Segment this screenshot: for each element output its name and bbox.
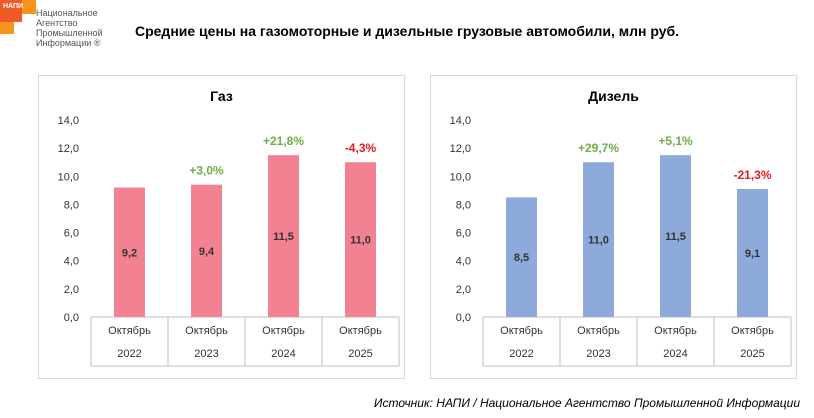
bar bbox=[506, 197, 537, 317]
bar bbox=[660, 155, 691, 317]
y-tick-label: 2,0 bbox=[64, 284, 79, 296]
y-tick-label: 12,0 bbox=[58, 143, 79, 155]
logo-name-line: Информации ® bbox=[36, 38, 101, 48]
y-tick-label: 14,0 bbox=[58, 115, 79, 127]
bar-value-label: 11,0 bbox=[588, 235, 609, 247]
y-tick-label: 10,0 bbox=[58, 171, 79, 183]
bar bbox=[191, 184, 222, 317]
y-tick-label: 0,0 bbox=[64, 312, 79, 324]
y-tick-label: 6,0 bbox=[456, 228, 471, 240]
x-tick-label-year: 2023 bbox=[194, 348, 218, 360]
y-tick-label: 8,0 bbox=[64, 199, 79, 211]
diesel-bar-chart: 0,0 2,0 4,0 6,0 8,0 10,0 12,0 14,0 8,5 Октябрь 202… bbox=[450, 115, 792, 367]
chart-title: Газ bbox=[210, 88, 233, 104]
bar-value-label: 9,1 bbox=[745, 248, 760, 260]
logo-name-line: Национальное bbox=[36, 8, 98, 18]
logo-name-line: Агентство bbox=[36, 18, 78, 28]
y-tick-label: 14,0 bbox=[450, 115, 471, 127]
diesel-chart-panel: Дизель 0,0 2,0 4,0 6,0 8,0 10,0 12,0 14,0 8,5 Окт… bbox=[430, 75, 797, 379]
x-tick-label-month: Октябрь bbox=[500, 325, 543, 337]
y-tick-label: 4,0 bbox=[64, 256, 79, 268]
bar-value-label: 9,2 bbox=[122, 247, 137, 259]
logo-name: Национальное Агентство Промышленной Инфо… bbox=[36, 8, 103, 48]
x-tick-label-month: Октябрь bbox=[262, 325, 305, 337]
x-tick-label-month: Октябрь bbox=[108, 325, 151, 337]
source-note: Источник: НАПИ / Национальное Агентство … bbox=[373, 396, 800, 410]
bar bbox=[583, 162, 614, 317]
x-tick-label-year: 2025 bbox=[348, 348, 372, 360]
gas-chart-panel: Газ 0,0 2,0 4,0 6,0 8,0 10,0 12,0 14,0 9,2 Октябр… bbox=[38, 75, 405, 379]
logo-name-line: Промышленной bbox=[36, 28, 103, 38]
bar-value-label: 11,5 bbox=[665, 231, 686, 243]
change-label: +3,0% bbox=[189, 164, 224, 178]
chart-title: Дизель bbox=[588, 88, 639, 104]
change-label: -4,3% bbox=[345, 141, 377, 155]
page-title: Средние цены на газомоторные и дизельные… bbox=[134, 23, 680, 39]
bar bbox=[345, 162, 376, 317]
bar-value-label: 11,0 bbox=[350, 235, 371, 247]
bar-value-label: 8,5 bbox=[514, 252, 529, 264]
x-tick-label-year: 2025 bbox=[740, 348, 764, 360]
napi-logo: НАПИ Национальное Агентство Промышленной… bbox=[0, 0, 103, 56]
y-tick-label: 4,0 bbox=[456, 256, 471, 268]
y-tick-label: 8,0 bbox=[456, 199, 471, 211]
y-tick-label: 12,0 bbox=[450, 143, 471, 155]
y-tick-label: 0,0 bbox=[456, 312, 471, 324]
bar-value-label: 11,5 bbox=[273, 231, 294, 243]
logo-abbreviation: НАПИ bbox=[3, 3, 24, 10]
x-tick-label-month: Октябрь bbox=[339, 325, 382, 337]
logo-square-orange-small bbox=[0, 22, 14, 34]
bar bbox=[737, 188, 768, 317]
y-tick-label: 6,0 bbox=[64, 228, 79, 240]
change-label: +21,8% bbox=[263, 134, 304, 148]
x-tick-label-year: 2024 bbox=[271, 348, 295, 360]
x-tick-label-year: 2022 bbox=[509, 348, 533, 360]
y-tick-label: 2,0 bbox=[456, 284, 471, 296]
bar bbox=[114, 187, 145, 317]
change-label: -21,3% bbox=[733, 168, 771, 182]
x-tick-label-month: Октябрь bbox=[731, 325, 774, 337]
change-label: +5,1% bbox=[658, 134, 693, 148]
bar bbox=[268, 155, 299, 317]
y-tick-label: 10,0 bbox=[450, 171, 471, 183]
logo-square-orange bbox=[22, 0, 36, 14]
bar-value-label: 9,4 bbox=[199, 246, 215, 258]
logo-square-red bbox=[0, 0, 22, 22]
x-tick-label-year: 2022 bbox=[117, 348, 141, 360]
x-tick-label-month: Октябрь bbox=[185, 325, 228, 337]
x-tick-label-year: 2023 bbox=[586, 348, 610, 360]
x-tick-label-month: Октябрь bbox=[654, 325, 697, 337]
change-label: +29,7% bbox=[578, 141, 619, 155]
gas-bar-chart: 0,0 2,0 4,0 6,0 8,0 10,0 12,0 14,0 9,2 Октябрь 202… bbox=[58, 115, 400, 367]
x-tick-label-month: Октябрь bbox=[577, 325, 620, 337]
x-tick-label-year: 2024 bbox=[663, 348, 687, 360]
